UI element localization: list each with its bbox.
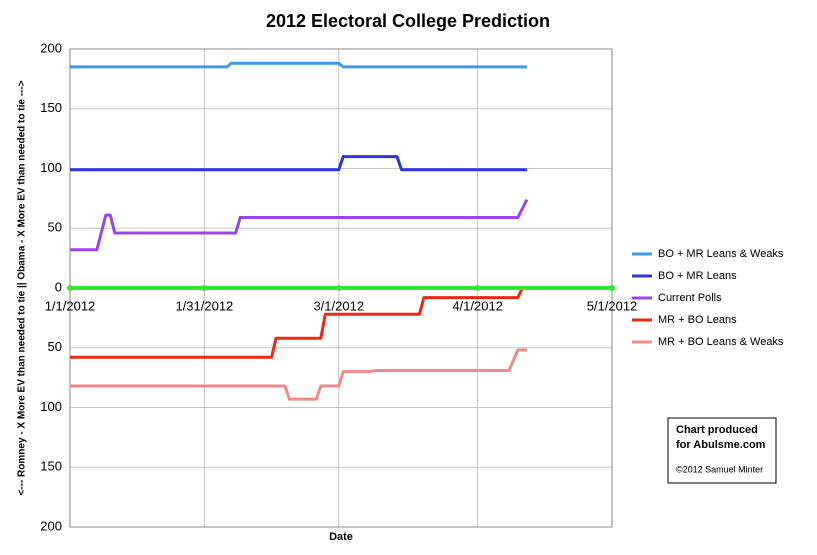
legend-label: MR + BO Leans & Weaks (658, 336, 784, 348)
y-tick-label: 200 (40, 518, 62, 533)
legend-label: BO + MR Leans & Weaks (658, 248, 784, 260)
y-tick-label: 100 (40, 399, 62, 414)
y-tick-label: 50 (48, 339, 62, 354)
x-tick-label: 3/1/2012 (313, 298, 364, 313)
chart-title: 2012 Electoral College Prediction (266, 11, 550, 31)
x-tick-label: 1/1/2012 (45, 298, 96, 313)
x-axis-label: Date (329, 531, 353, 543)
series-line (70, 198, 529, 252)
x-tick-label: 1/31/2012 (175, 298, 233, 313)
x-tick-mark (67, 285, 73, 291)
y-tick-label: 50 (48, 220, 62, 235)
annotation: Chart produced (676, 424, 758, 436)
legend-label: MR + BO Leans (658, 314, 737, 326)
legend-label: BO + MR Leans (658, 270, 737, 282)
y-tick-label: 200 (40, 40, 62, 55)
y-axis-label: <--- Romney - X More EV than needed to t… (17, 80, 28, 495)
x-tick-label: 5/1/2012 (587, 298, 638, 313)
x-tick-label: 4/1/2012 (452, 298, 503, 313)
legend-label: Current Polls (658, 292, 722, 304)
y-tick-label: 0 (55, 279, 62, 294)
x-tick-mark (609, 285, 615, 291)
y-tick-label: 150 (40, 459, 62, 474)
series-line (70, 61, 527, 69)
series-line (70, 286, 527, 359)
x-tick-mark (335, 285, 342, 291)
series-line (70, 348, 527, 401)
x-tick-mark (201, 285, 208, 291)
x-tick-mark (474, 285, 481, 291)
annotation-box (667, 417, 777, 484)
y-tick-label: 100 (40, 160, 62, 175)
annotation: for Abulsme.com (676, 439, 766, 451)
y-tick-label: 150 (40, 100, 62, 115)
annotation: ©2012 Samuel Minter (676, 464, 763, 474)
series-line (70, 155, 527, 172)
